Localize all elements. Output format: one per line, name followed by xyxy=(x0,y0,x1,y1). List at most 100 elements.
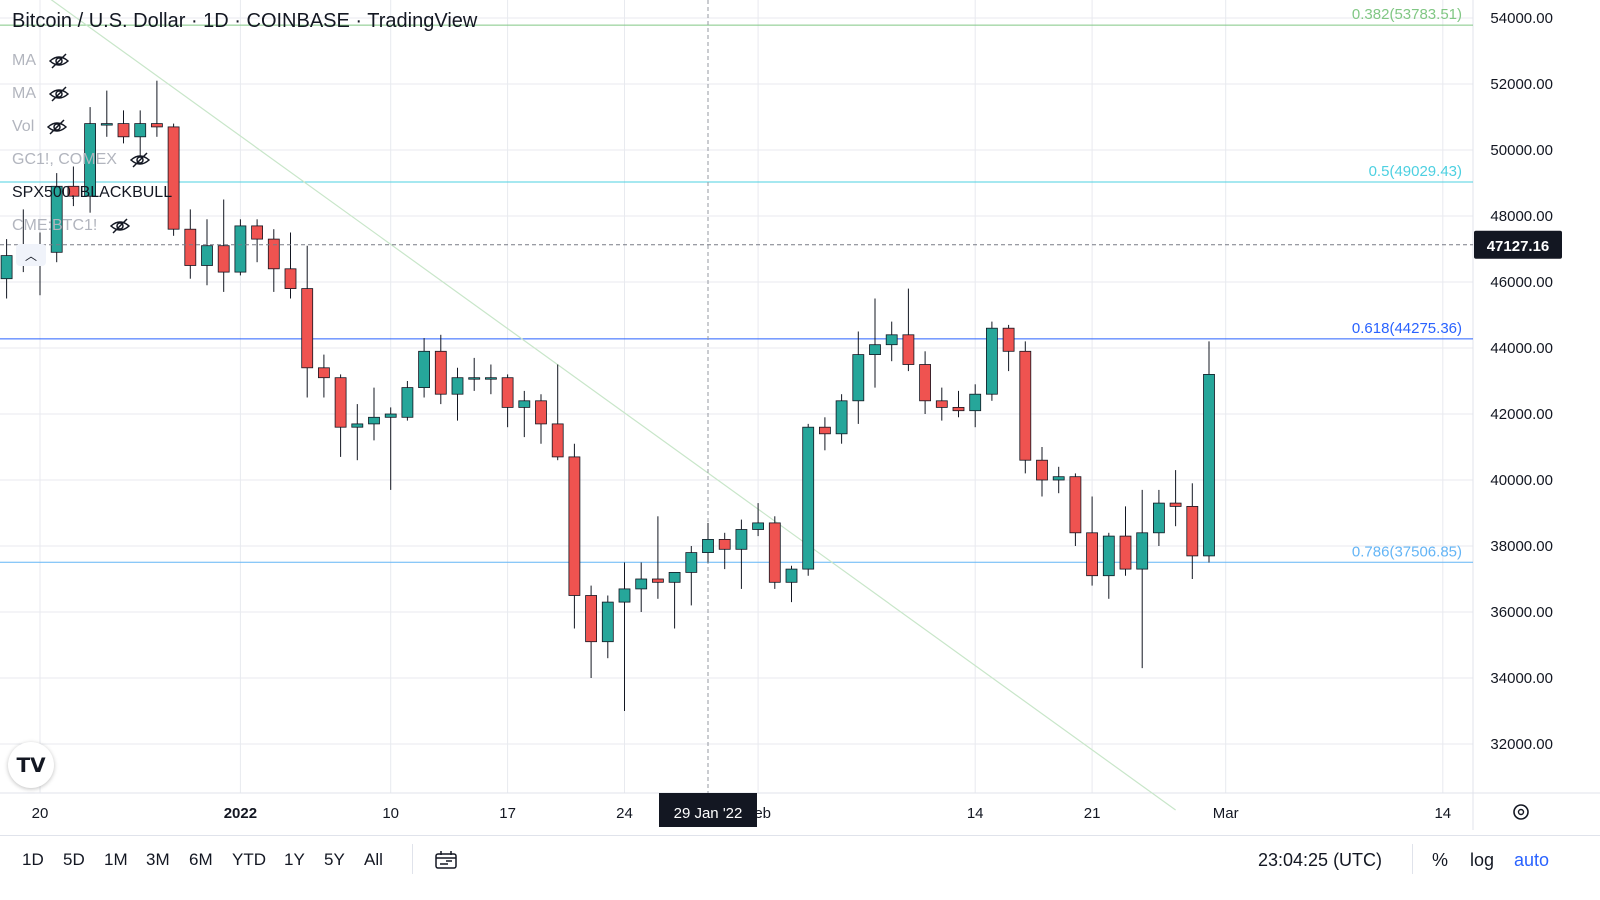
candle-body xyxy=(167,126,180,230)
candle-body xyxy=(1203,373,1215,557)
calendar-icon[interactable] xyxy=(434,850,458,870)
candle-body xyxy=(217,245,230,273)
fib-levels: 0.382(53783.51) 0.5(49029.43) 0.618(44275.… xyxy=(0,6,1473,563)
tradingview-logo-icon: 𝗧𝗩 xyxy=(16,754,46,777)
range-5y-button[interactable]: 5Y xyxy=(324,850,345,869)
range-1y-button[interactable]: 1Y xyxy=(284,850,305,869)
range-5d-button[interactable]: 5D xyxy=(63,850,85,869)
candle-body xyxy=(785,568,798,583)
candle-body xyxy=(1002,327,1015,352)
eye-off-icon[interactable] xyxy=(48,52,70,69)
y-tick-label: 50000.00 xyxy=(1490,142,1553,159)
utc-clock[interactable]: 23:04:25 (UTC) xyxy=(1258,850,1383,870)
indicator-cme-btc1[interactable]: CME:BTC1! xyxy=(12,209,172,242)
candle-body xyxy=(317,367,330,379)
candle-body xyxy=(702,539,714,554)
x-tick-label: 2022 xyxy=(224,805,257,822)
candle-body xyxy=(1153,502,1165,534)
candle-body xyxy=(551,423,564,458)
x-tick-label: 24 xyxy=(616,805,633,822)
range-1d-button[interactable]: 1D xyxy=(22,850,44,869)
eye-off-icon[interactable] xyxy=(48,85,70,102)
y-tick-label: 44000.00 xyxy=(1490,340,1553,357)
candle-body xyxy=(384,413,397,418)
current-price-badge xyxy=(1474,230,1562,259)
candle-body xyxy=(652,578,664,583)
eye-off-icon[interactable] xyxy=(129,151,151,168)
range-6m-button[interactable]: 6M xyxy=(189,850,213,869)
candle-body xyxy=(601,601,614,643)
toolbar-divider xyxy=(1412,844,1413,874)
candle-body xyxy=(184,228,197,266)
percent-scale-toggle[interactable]: % xyxy=(1432,850,1449,870)
candle-body xyxy=(535,400,547,425)
range-ytd-button[interactable]: YTD xyxy=(232,850,266,869)
candle-body xyxy=(635,578,648,590)
candle-body xyxy=(84,123,96,197)
crosshair-date-label: 29 Jan '22 xyxy=(674,805,743,822)
y-tick-label: 32000.00 xyxy=(1490,736,1553,753)
tradingview-logo[interactable]: 𝗧𝗩 xyxy=(8,742,54,788)
collapse-legend-button[interactable]: ︿ xyxy=(16,244,46,266)
candle-body xyxy=(1036,459,1048,481)
indicator-label: Vol xyxy=(12,117,35,135)
fib-level-label: 0.786(37506.85) xyxy=(1352,543,1462,560)
indicator-label: MA xyxy=(12,84,36,102)
candle-body xyxy=(768,522,781,583)
price-axis: 32000.00 34000.00 36000.00 38000.00 40000.00… xyxy=(1490,10,1553,753)
candle-body xyxy=(518,400,531,408)
candle-body xyxy=(1136,532,1149,570)
auto-scale-toggle[interactable]: auto xyxy=(1514,850,1550,870)
y-tick-label: 40000.00 xyxy=(1490,472,1553,489)
y-tick-label: 48000.00 xyxy=(1490,208,1553,225)
indicator-gc1[interactable]: GC1!, COMEX xyxy=(12,143,172,176)
indicator-ma-1[interactable]: MA xyxy=(12,44,172,77)
candle-body xyxy=(735,529,748,550)
candle-body xyxy=(1069,476,1082,534)
indicator-spx500[interactable]: SPX500, BLACKBULL xyxy=(12,176,172,209)
settings-icon-ring xyxy=(1513,804,1529,820)
chart-title: Bitcoin / U.S. Dollar · 1D · COINBASE · … xyxy=(12,10,478,32)
y-tick-label: 54000.00 xyxy=(1490,10,1553,27)
candle-body xyxy=(201,245,213,266)
candle-body xyxy=(67,185,80,197)
candle-body xyxy=(752,522,764,530)
range-3m-button[interactable]: 3M xyxy=(146,850,170,869)
range-all-button[interactable]: All xyxy=(364,850,383,869)
candle-body xyxy=(468,377,481,380)
candle-body xyxy=(267,238,280,270)
candle-body xyxy=(618,588,631,603)
eye-off-icon[interactable] xyxy=(109,217,131,234)
log-scale-toggle[interactable]: log xyxy=(1470,850,1495,870)
candle-body xyxy=(418,350,431,388)
candle-body xyxy=(852,354,865,402)
indicator-label: SPX500, BLACKBULL xyxy=(12,183,173,201)
candle-body xyxy=(284,268,297,289)
candle-body xyxy=(50,185,63,253)
x-tick-label: 17 xyxy=(499,805,516,822)
candle-body xyxy=(1102,535,1115,577)
candle-body xyxy=(1119,535,1132,570)
price-chart[interactable]: 0.382(53783.51) 0.5(49029.43) 0.618(44275.… xyxy=(0,0,1600,835)
chart-grid xyxy=(0,0,1600,830)
candle-body xyxy=(334,377,347,428)
range-1m-button[interactable]: 1M xyxy=(104,850,128,869)
candle-body xyxy=(484,377,497,380)
candle-body xyxy=(718,539,731,550)
indicator-ma-2[interactable]: MA xyxy=(12,77,172,110)
eye-off-icon[interactable] xyxy=(46,118,68,135)
candle-body xyxy=(251,225,264,240)
y-tick-label: 38000.00 xyxy=(1490,538,1553,555)
fib-level-label: 0.382(53783.51) xyxy=(1352,6,1462,23)
settings-icon[interactable] xyxy=(1513,804,1529,820)
current-price-label: 47127.16 xyxy=(1487,238,1550,255)
indicator-vol[interactable]: Vol xyxy=(12,110,172,143)
candle-body xyxy=(368,416,380,425)
candle-body xyxy=(401,387,414,418)
candle-body xyxy=(1169,502,1182,507)
chevron-up-icon: ︿ xyxy=(24,248,37,263)
candle-body xyxy=(935,400,948,408)
candle-body xyxy=(1019,350,1032,461)
candle-body xyxy=(301,288,314,369)
crosshair-date-badge xyxy=(659,793,757,827)
